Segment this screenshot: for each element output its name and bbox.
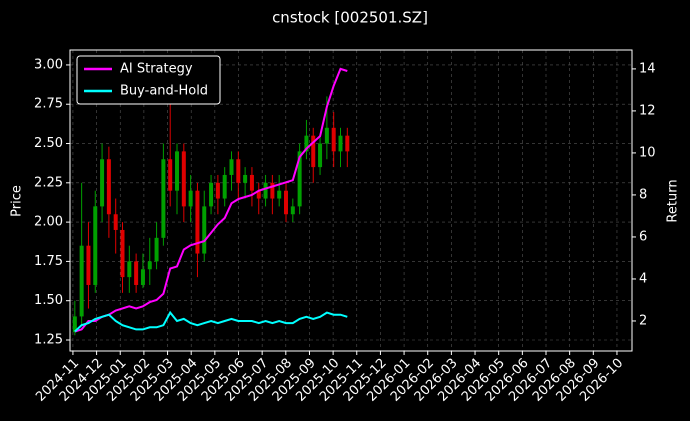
candle-body (311, 135, 316, 168)
candle-body (229, 159, 234, 175)
y-tick-label: 2.50 (34, 136, 63, 151)
candle-body (195, 190, 200, 254)
candle-body (134, 261, 139, 285)
candle-body (249, 174, 254, 191)
candle-body (127, 261, 132, 278)
legend-label: AI Strategy (120, 62, 193, 77)
y2-tick-label: 8 (639, 187, 647, 202)
legend-box (76, 55, 221, 105)
candle-body (324, 127, 329, 144)
candle-body (106, 159, 111, 215)
y2-tick-label: 12 (639, 103, 656, 118)
candle-body (79, 245, 84, 317)
candle-body (120, 229, 125, 278)
y-tick-label: 1.50 (34, 293, 63, 308)
candle-body (270, 182, 275, 199)
y2-tick-label: 4 (639, 271, 647, 286)
candle-body (72, 316, 77, 333)
candle-body (181, 151, 186, 207)
candle-body (168, 159, 173, 191)
candle-body (236, 159, 241, 183)
y2-axis-label: Return (666, 179, 681, 222)
y2-tick-label: 2 (639, 313, 647, 328)
y2-tick-label: 14 (639, 61, 656, 76)
y-tick-label: 3.00 (34, 57, 63, 72)
candle-body (284, 190, 289, 215)
candle-body (175, 151, 180, 191)
y-tick-label: 1.75 (34, 254, 63, 269)
candle-body (202, 206, 207, 254)
candle-body (256, 190, 261, 199)
candle-body (290, 206, 295, 215)
y2-tick-label: 10 (639, 145, 656, 160)
y-tick-label: 2.75 (34, 97, 63, 112)
candle-body (222, 174, 227, 199)
candle-body (345, 135, 350, 152)
candle-body (304, 135, 309, 152)
candle-body (86, 245, 91, 285)
candle-body (154, 237, 159, 262)
candle-body (113, 214, 118, 230)
candle-body (100, 159, 105, 207)
y-tick-label: 2.25 (34, 175, 63, 190)
candle-body (243, 174, 248, 183)
line-series (74, 67, 348, 333)
candle-body (161, 159, 166, 238)
candle-body (263, 182, 268, 199)
candle-body (277, 190, 282, 199)
y-tick-label: 1.25 (34, 332, 63, 347)
candle-body (188, 190, 193, 207)
candle-body (209, 182, 214, 207)
chart-title: cnstock [002501.SZ] (272, 9, 428, 27)
candle-body (93, 206, 98, 285)
candle-body (331, 127, 336, 152)
candle-body (215, 182, 220, 199)
candle-body (318, 143, 323, 168)
candle-body (147, 261, 152, 270)
y-axis-label: Price (10, 185, 25, 217)
legend: AI Strategy Buy-and-Hold (76, 55, 221, 105)
line-series (74, 310, 348, 333)
candle-body (140, 269, 145, 285)
y-tick-label: 2.00 (34, 215, 63, 230)
candle-body (338, 135, 343, 152)
plot-frame (69, 49, 633, 352)
y2-tick-label: 6 (639, 229, 647, 244)
legend-label: Buy-and-Hold (120, 84, 208, 99)
candle-body (297, 151, 302, 207)
